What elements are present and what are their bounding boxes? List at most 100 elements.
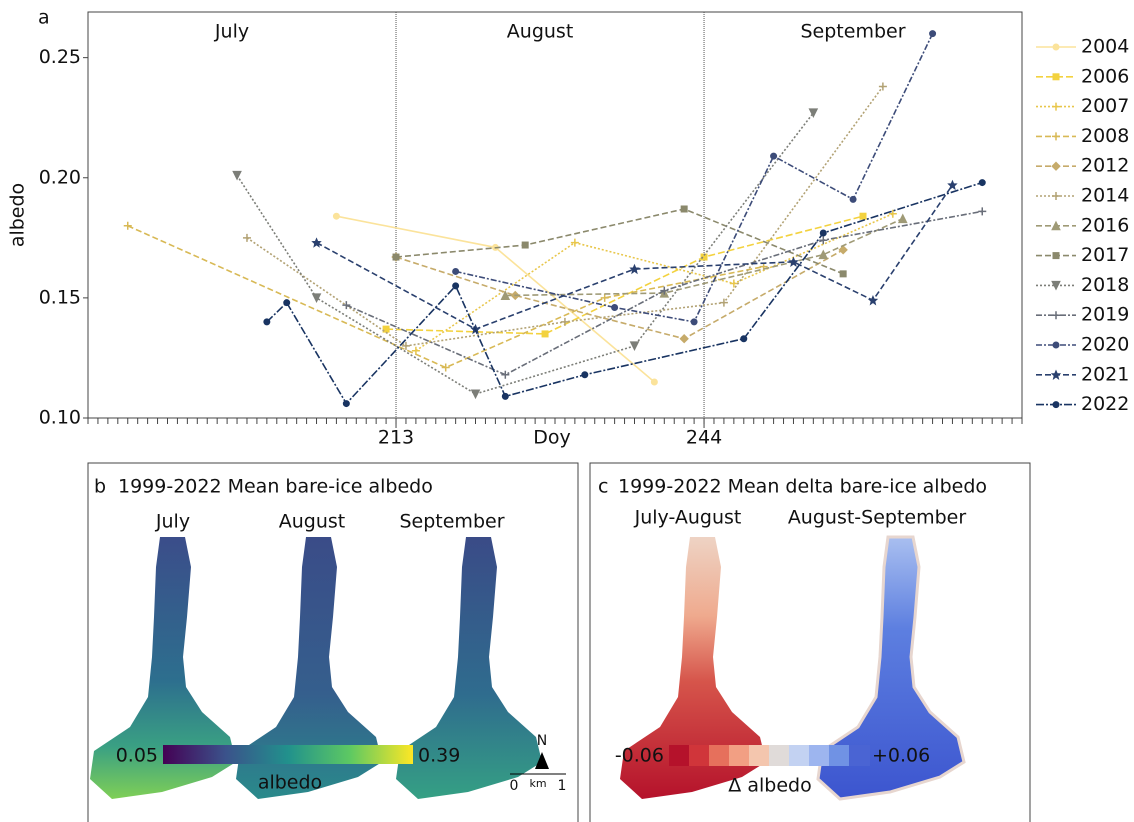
- panel-label: c: [598, 476, 608, 498]
- legend-label: 2019: [1081, 304, 1129, 326]
- series-line: [395, 249, 844, 340]
- month-label: September: [801, 21, 906, 43]
- marker: [650, 378, 658, 386]
- marker: [452, 267, 460, 275]
- panel-label: a: [38, 7, 50, 29]
- panel-frame: [87, 462, 579, 822]
- marker: [611, 303, 619, 311]
- marker: [808, 108, 819, 119]
- colorbar: [669, 745, 870, 766]
- legend-label: 2021: [1081, 363, 1129, 385]
- marker: [452, 282, 460, 290]
- series-line: [386, 215, 864, 335]
- colorbar-label: albedo: [258, 772, 322, 794]
- scale-unit: km: [529, 777, 546, 790]
- y-tick-label: 0.15: [39, 286, 81, 308]
- panel-frame: [589, 462, 1031, 822]
- marker: [242, 233, 251, 242]
- marker: [232, 170, 242, 181]
- series-line: [236, 112, 814, 395]
- marker: [978, 207, 987, 216]
- north-label: N: [537, 733, 547, 749]
- marker: [263, 318, 271, 326]
- north-arrow: [535, 752, 549, 769]
- marker: [1052, 102, 1060, 111]
- marker: [680, 205, 688, 213]
- marker: [342, 301, 351, 310]
- map-label: August: [279, 511, 346, 533]
- legend-label: 2012: [1081, 155, 1129, 177]
- marker: [897, 213, 908, 224]
- marker: [560, 317, 569, 326]
- marker: [1051, 280, 1061, 291]
- marker: [123, 221, 132, 230]
- marker: [1052, 311, 1060, 320]
- colorbar-max: +0.06: [872, 745, 930, 767]
- marker: [1051, 161, 1061, 171]
- legend-label: 2004: [1081, 36, 1129, 58]
- marker: [470, 389, 481, 400]
- marker: [501, 392, 509, 400]
- series-line: [127, 225, 764, 369]
- marker: [332, 212, 340, 220]
- legend-label: 2007: [1081, 95, 1129, 117]
- legend-label: 2014: [1081, 185, 1129, 207]
- marker: [888, 209, 897, 218]
- marker: [1052, 73, 1060, 81]
- marker: [311, 293, 322, 304]
- colorbar-label: Δ albedo: [728, 775, 811, 797]
- y-tick-label: 0.20: [39, 166, 81, 188]
- marker: [690, 318, 698, 326]
- marker: [1052, 192, 1060, 200]
- x-axis-label: Doy: [533, 427, 571, 449]
- y-axis-label: albedo: [7, 183, 29, 247]
- legend-label: 2006: [1081, 65, 1129, 87]
- scale-label: 1: [558, 778, 567, 794]
- series-line: [316, 184, 954, 330]
- colorbar-min: -0.06: [615, 745, 664, 767]
- marker: [859, 212, 867, 220]
- panel-label: b: [94, 476, 106, 498]
- y-tick-label: 0.25: [39, 46, 81, 68]
- marker: [839, 270, 847, 278]
- series-line: [415, 213, 894, 352]
- marker: [978, 179, 986, 187]
- colorbar-max: 0.39: [418, 745, 460, 767]
- marker: [570, 238, 579, 247]
- legend-label: 2022: [1081, 393, 1129, 415]
- marker: [581, 371, 589, 379]
- series-line: [336, 215, 655, 383]
- marker: [788, 256, 799, 268]
- marker: [1052, 252, 1060, 260]
- map-label: July: [155, 511, 190, 533]
- month-label: July: [214, 21, 249, 43]
- map-label: September: [399, 511, 504, 533]
- legend-label: 2016: [1081, 214, 1129, 236]
- legend-label: 2008: [1081, 125, 1129, 147]
- marker: [441, 363, 450, 372]
- marker: [818, 249, 829, 260]
- marker: [629, 341, 640, 352]
- marker: [392, 253, 400, 261]
- month-label: August: [507, 21, 574, 43]
- x-tick-label: 213: [378, 427, 414, 449]
- marker: [660, 286, 669, 295]
- series-line: [395, 208, 844, 275]
- marker: [1052, 401, 1060, 409]
- marker: [501, 370, 510, 379]
- scale-label: 0: [510, 778, 519, 794]
- marker: [600, 293, 609, 302]
- marker: [770, 152, 778, 160]
- marker: [838, 245, 848, 255]
- map-label: August-September: [788, 507, 967, 529]
- marker: [1050, 369, 1062, 380]
- marker: [283, 299, 291, 307]
- marker: [541, 330, 549, 338]
- marker: [929, 30, 937, 38]
- panel-title: 1999-2022 Mean bare-ice albedo: [118, 476, 433, 498]
- x-tick-label: 244: [686, 427, 722, 449]
- marker: [867, 295, 879, 306]
- legend-label: 2020: [1081, 334, 1129, 356]
- marker: [878, 82, 887, 91]
